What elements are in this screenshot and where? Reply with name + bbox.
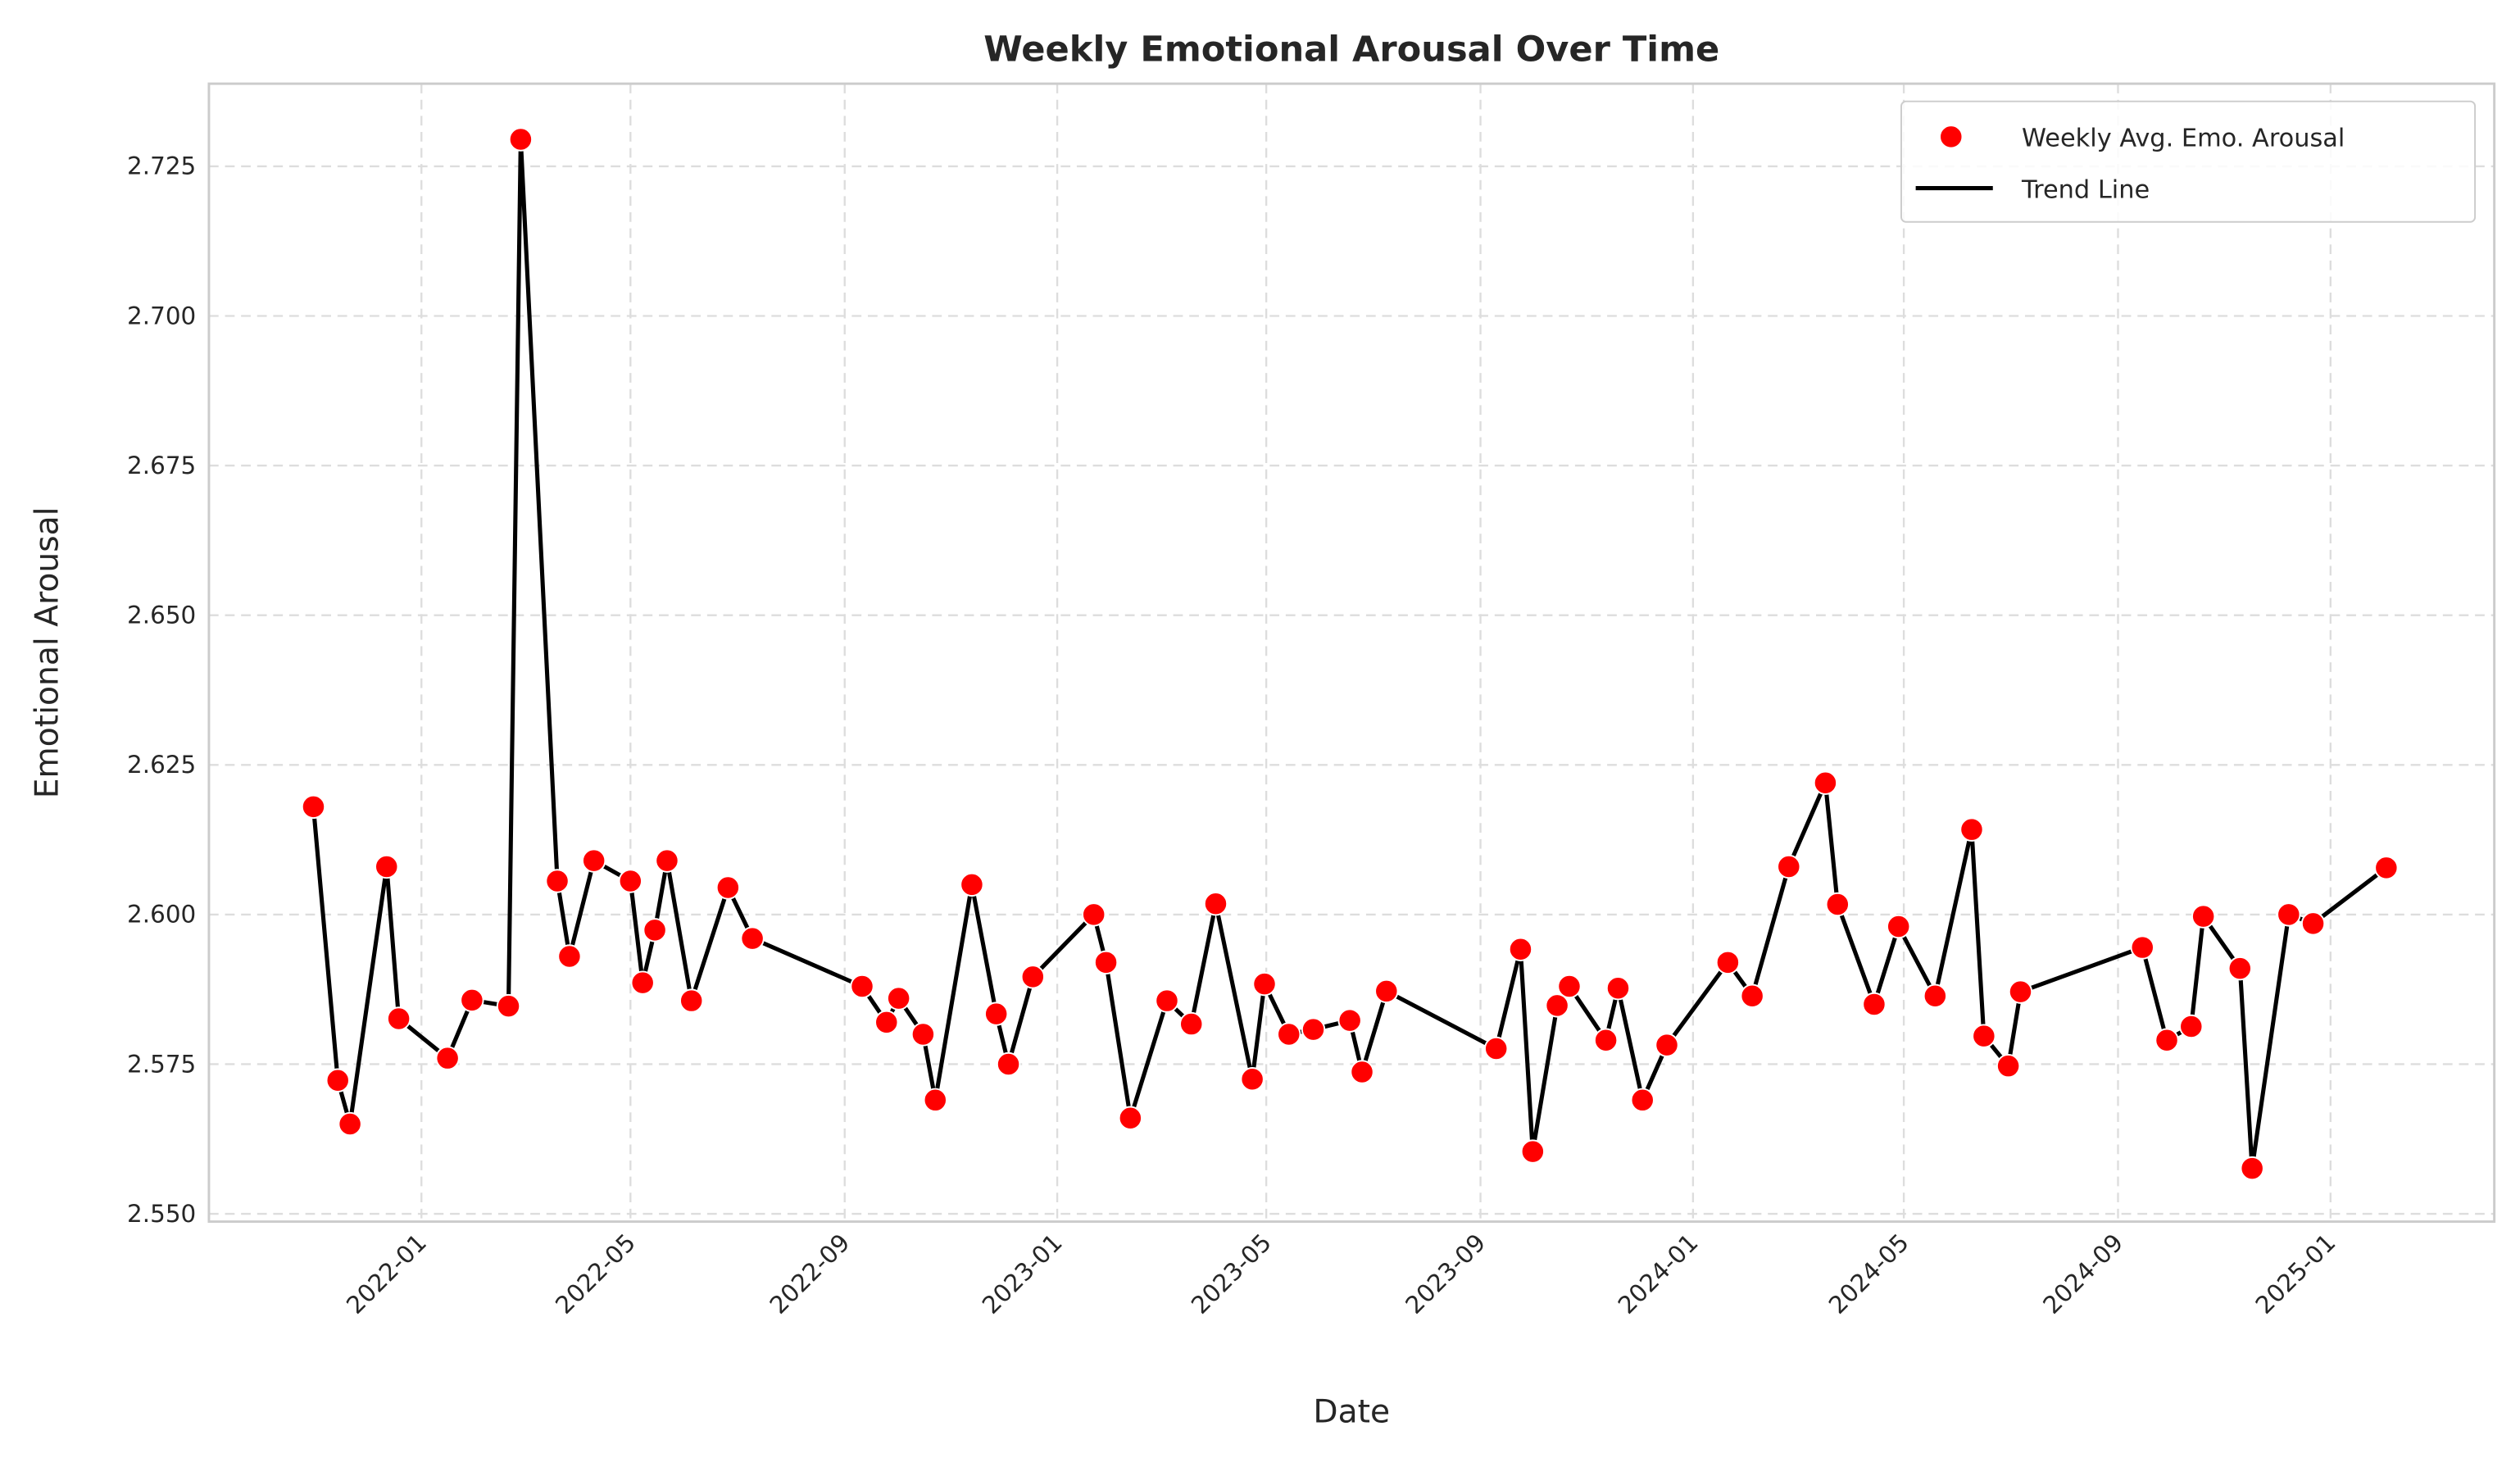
data-point bbox=[545, 869, 570, 893]
data-point bbox=[642, 918, 667, 942]
data-point bbox=[996, 1051, 1021, 1077]
chart-title: Weekly Emotional Arousal Over Time bbox=[983, 30, 1719, 70]
legend: Weekly Avg. Emo. Arousal Trend Line bbox=[1900, 100, 2477, 223]
data-point bbox=[1118, 1106, 1143, 1130]
data-point bbox=[2191, 904, 2216, 929]
data-point bbox=[910, 1022, 936, 1047]
data-point bbox=[2240, 1156, 2264, 1181]
data-point bbox=[1715, 950, 1741, 975]
y-tick-label: 2.725 bbox=[127, 152, 196, 180]
y-tick-label: 2.575 bbox=[127, 1050, 196, 1078]
data-point bbox=[1862, 992, 1887, 1017]
y-axis: 2.550 2.575 2.600 2.625 2.650 2.675 2.700 2.725 bbox=[127, 152, 196, 1228]
plot-frame bbox=[207, 82, 2496, 1224]
data-point bbox=[508, 127, 534, 152]
data-point bbox=[1350, 1060, 1374, 1084]
legend-marker-points bbox=[1939, 125, 1964, 149]
data-point bbox=[923, 1088, 947, 1113]
data-point bbox=[375, 854, 399, 879]
data-point bbox=[1886, 914, 1911, 939]
data-point bbox=[715, 875, 741, 900]
data-point bbox=[1374, 979, 1399, 1004]
data-point bbox=[1093, 950, 1119, 975]
grid bbox=[208, 84, 2495, 1222]
data-point bbox=[557, 944, 582, 969]
data-point bbox=[1203, 892, 1228, 916]
data-point bbox=[1277, 1022, 1301, 1047]
data-point bbox=[740, 926, 765, 951]
data-point bbox=[1996, 1053, 2021, 1079]
data-point bbox=[301, 794, 326, 820]
data-point bbox=[1630, 1088, 1655, 1113]
data-point bbox=[1825, 892, 1850, 917]
y-tick-label: 2.625 bbox=[127, 751, 196, 779]
data-point bbox=[1655, 1033, 1679, 1057]
data-point bbox=[2374, 856, 2399, 880]
legend-label-line: Trend Line bbox=[2021, 175, 2150, 204]
data-point bbox=[2179, 1014, 2204, 1039]
data-point bbox=[1520, 1139, 1546, 1164]
data-point bbox=[2277, 902, 2301, 927]
data-point bbox=[1545, 993, 1569, 1018]
legend-box bbox=[1900, 100, 2477, 223]
data-point bbox=[618, 869, 643, 893]
y-axis-label: Emotional Arousal bbox=[30, 506, 66, 798]
data-point bbox=[2227, 956, 2253, 981]
data-point bbox=[850, 974, 874, 999]
data-point bbox=[886, 986, 911, 1011]
y-tick-label: 2.675 bbox=[127, 452, 196, 479]
data-point bbox=[1301, 1017, 1326, 1042]
y-tick-label: 2.550 bbox=[127, 1200, 196, 1228]
data-point bbox=[581, 848, 606, 873]
data-point bbox=[1081, 902, 1106, 927]
y-tick-label: 2.650 bbox=[127, 602, 196, 629]
data-point bbox=[1557, 974, 1582, 999]
data-point bbox=[1179, 1011, 1204, 1037]
data-point bbox=[983, 1002, 1009, 1026]
data-point bbox=[435, 1046, 460, 1070]
data-point bbox=[1020, 965, 1046, 989]
data-point bbox=[1337, 1008, 1362, 1033]
data-point bbox=[1777, 854, 1801, 879]
data-point bbox=[2130, 935, 2154, 960]
data-point bbox=[1740, 983, 1764, 1008]
data-point bbox=[1252, 971, 1277, 997]
data-point bbox=[496, 993, 521, 1019]
x-axis-label: Date bbox=[1313, 1394, 1390, 1431]
data-point bbox=[1483, 1036, 1509, 1061]
data-point bbox=[2300, 911, 2326, 936]
data-point bbox=[1508, 937, 1533, 961]
data-point bbox=[1593, 1028, 1619, 1052]
data-point bbox=[655, 848, 679, 873]
data-point bbox=[2154, 1028, 2179, 1052]
data-point bbox=[338, 1111, 362, 1137]
data-point bbox=[1240, 1067, 1265, 1092]
data-point bbox=[386, 1006, 411, 1031]
y-tick-label: 2.600 bbox=[127, 901, 196, 929]
scatter-points bbox=[301, 127, 2399, 1181]
legend-label-points: Weekly Avg. Emo. Arousal bbox=[2022, 125, 2345, 153]
data-point bbox=[2008, 979, 2033, 1004]
data-point bbox=[630, 970, 655, 995]
data-point bbox=[960, 872, 984, 897]
data-point bbox=[460, 988, 484, 1013]
y-tick-label: 2.700 bbox=[127, 302, 196, 329]
data-point bbox=[325, 1068, 350, 1092]
data-point bbox=[874, 1010, 899, 1035]
data-point bbox=[1155, 988, 1179, 1013]
data-point bbox=[1959, 817, 1984, 842]
data-point bbox=[1972, 1024, 1996, 1048]
data-point bbox=[1605, 976, 1631, 1001]
data-point bbox=[1813, 770, 1838, 795]
data-point bbox=[679, 988, 704, 1013]
data-point bbox=[1923, 983, 1948, 1008]
